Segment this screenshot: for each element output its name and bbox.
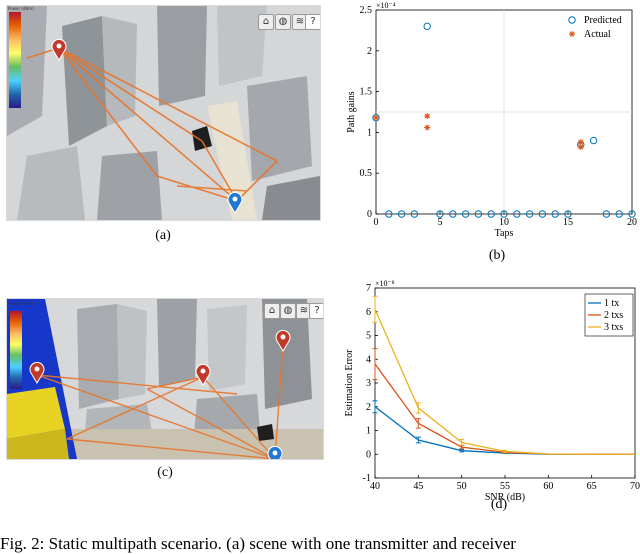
legend-label: Actual [584, 29, 611, 40]
transmitter-marker [29, 361, 45, 384]
home-icon[interactable]: ⌂ [264, 303, 280, 319]
x-tick-label: 55 [500, 481, 510, 492]
y-tick-label: 2.5 [360, 5, 373, 16]
y-tick-label: 5 [366, 331, 371, 342]
x-tick-label: 5 [438, 217, 443, 228]
x-tick-label: 50 [457, 481, 467, 492]
actual-point [424, 113, 431, 120]
scene-a-city [7, 6, 320, 220]
predicted-point [500, 210, 508, 218]
predicted-point [564, 210, 572, 218]
receiver-marker [227, 191, 243, 214]
predicted-point [525, 210, 534, 218]
panel-d-label: (d) [490, 497, 508, 512]
x-tick-label: 70 [630, 481, 640, 492]
predicted-point [513, 210, 521, 218]
predicted-point [487, 210, 495, 218]
y-tick-label: 1 [367, 127, 372, 138]
predicted-point [628, 210, 636, 218]
x-tick-label: 65 [587, 481, 597, 492]
y-tick-label: 1.5 [360, 87, 373, 98]
y-tick-label: 0 [366, 449, 371, 460]
y-axis-label: Path gains [346, 91, 357, 132]
y-tick-label: 0 [367, 209, 372, 220]
predicted-point [474, 210, 483, 218]
predicted-point [436, 210, 444, 218]
actual-point [577, 144, 584, 151]
x-tick-label: 15 [563, 217, 573, 228]
power-legend-title: Power (dBm) [9, 301, 35, 306]
predicted-point [372, 114, 380, 122]
predicted-point [551, 210, 559, 218]
x-tick-label: 40 [370, 481, 380, 492]
transmitter-marker [51, 38, 67, 61]
y-tick-label: 6 [366, 307, 371, 318]
predicted-point [538, 210, 547, 218]
scene-a-viewer: Power (dBm) ⌂ ◍ ≋ ? [6, 5, 321, 221]
y-exponent-label: ×10⁻⁴ [376, 1, 396, 10]
x-tick-label: 60 [543, 481, 553, 492]
predicted-point [461, 210, 470, 218]
power-legend-title: Power (dBm) [8, 6, 34, 11]
y-tick-label: 2 [367, 46, 372, 57]
legend-label: 1 tx [604, 298, 619, 309]
actual-point [424, 124, 431, 131]
help-icon[interactable]: ? [309, 303, 323, 319]
y-tick-label: 1 [366, 426, 371, 437]
help-icon[interactable]: ? [305, 14, 320, 30]
series-line [374, 363, 635, 455]
figure-caption: Fig. 2: Static multipath scenario. (a) s… [0, 534, 516, 553]
predicted-point [589, 136, 598, 145]
legend-marker [569, 31, 575, 37]
legend-marker [568, 16, 576, 24]
y-axis-label: Estimation Error [344, 349, 355, 417]
predicted-point [410, 210, 419, 218]
actual-point [577, 139, 584, 146]
home-icon[interactable]: ⌂ [258, 14, 274, 30]
chart-b: 0 5 10 15 20 0 0.5 1 1.5 2 2.5 ×10⁻⁴ Taps Path gains P… [346, 1, 637, 239]
predicted-point [449, 210, 457, 218]
scene-c-city [7, 299, 323, 459]
y-tick-label: 7 [366, 283, 371, 294]
y-exponent-label: ×10⁻⁸ [375, 279, 395, 288]
y-tick-label: 4 [366, 354, 371, 365]
transmitter-marker [275, 329, 291, 352]
y-tick-label: 3 [366, 378, 371, 389]
transmitter-marker [195, 363, 211, 386]
predicted-point [385, 210, 393, 218]
predicted-point [602, 210, 611, 218]
predicted-point [423, 22, 431, 31]
globe-icon[interactable]: ◍ [280, 303, 296, 319]
scene-c-viewer: Power (dBm) ⌂ ◍ ≋ ? [6, 298, 324, 460]
x-axis-label: Taps [495, 228, 514, 239]
panel-c-label: (c) [157, 465, 173, 480]
panel-a-label: (a) [155, 228, 171, 243]
x-axis-label: SNR (dB) [485, 492, 525, 503]
globe-icon[interactable]: ◍ [275, 14, 291, 30]
receiver-marker [267, 445, 283, 459]
y-tick-label: 0.5 [360, 168, 373, 179]
y-tick-label: -1 [363, 473, 371, 484]
actual-point [373, 114, 379, 121]
y-tick-label: 2 [366, 402, 371, 413]
panel-b-label: (b) [488, 248, 506, 263]
x-tick-label: 20 [627, 217, 637, 228]
power-legend-a [9, 12, 21, 108]
series-line [374, 406, 635, 455]
legend-label: Predicted [584, 15, 622, 26]
x-tick-label: 10 [499, 217, 509, 228]
predicted-point [397, 210, 406, 218]
legend-label: 2 txs [604, 310, 623, 321]
predicted-point [615, 210, 623, 218]
x-tick-label: 0 [374, 217, 379, 228]
x-tick-label: 45 [413, 481, 423, 492]
power-legend-c [10, 311, 22, 389]
legend-label: 3 txs [604, 322, 623, 333]
